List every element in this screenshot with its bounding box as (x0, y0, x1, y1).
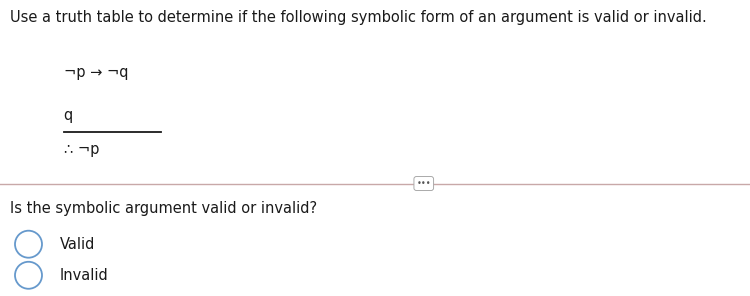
Text: ∴ ¬p: ∴ ¬p (64, 142, 99, 157)
Text: Is the symbolic argument valid or invalid?: Is the symbolic argument valid or invali… (10, 201, 316, 216)
Text: Use a truth table to determine if the following symbolic form of an argument is : Use a truth table to determine if the fo… (10, 10, 706, 25)
Text: ¬p → ¬q: ¬p → ¬q (64, 65, 128, 80)
Text: Valid: Valid (60, 237, 95, 252)
Text: •••: ••• (416, 179, 431, 188)
Text: q: q (64, 108, 73, 123)
Text: Invalid: Invalid (60, 268, 109, 283)
